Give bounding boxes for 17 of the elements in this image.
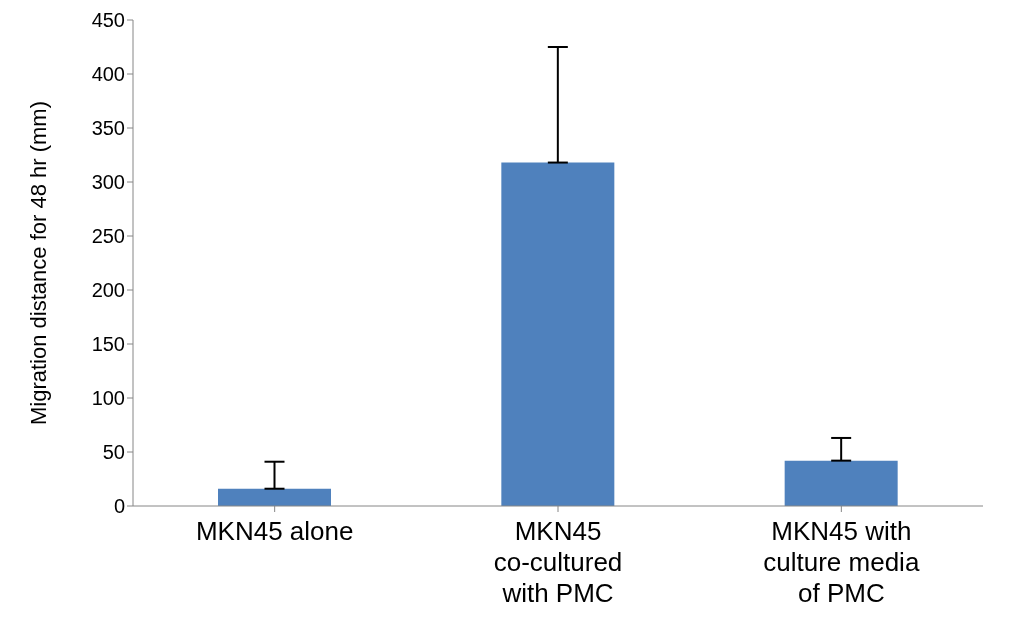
bar bbox=[501, 162, 615, 506]
x-tick-label: MKN45 co-cultured with PMC bbox=[493, 516, 623, 608]
bar bbox=[784, 460, 898, 506]
y-tick-label: 400 bbox=[91, 63, 125, 86]
y-tick-label: 50 bbox=[102, 441, 125, 464]
y-tick-label: 450 bbox=[91, 9, 125, 32]
bar bbox=[218, 488, 331, 506]
y-tick-label: 100 bbox=[91, 387, 125, 410]
y-tick-label: 0 bbox=[113, 495, 125, 518]
y-tick-label: 350 bbox=[91, 117, 125, 140]
x-tick-label: MKN45 with culture media of PMC bbox=[763, 516, 920, 608]
y-axis-title: Migration distance for 48 hr (mm) bbox=[25, 101, 51, 425]
y-tick-label: 300 bbox=[91, 171, 125, 194]
y-tick-label: 250 bbox=[91, 225, 125, 248]
y-tick-label: 200 bbox=[91, 279, 125, 302]
y-tick-label: 150 bbox=[91, 333, 125, 356]
x-tick-label: MKN45 alone bbox=[195, 516, 354, 546]
